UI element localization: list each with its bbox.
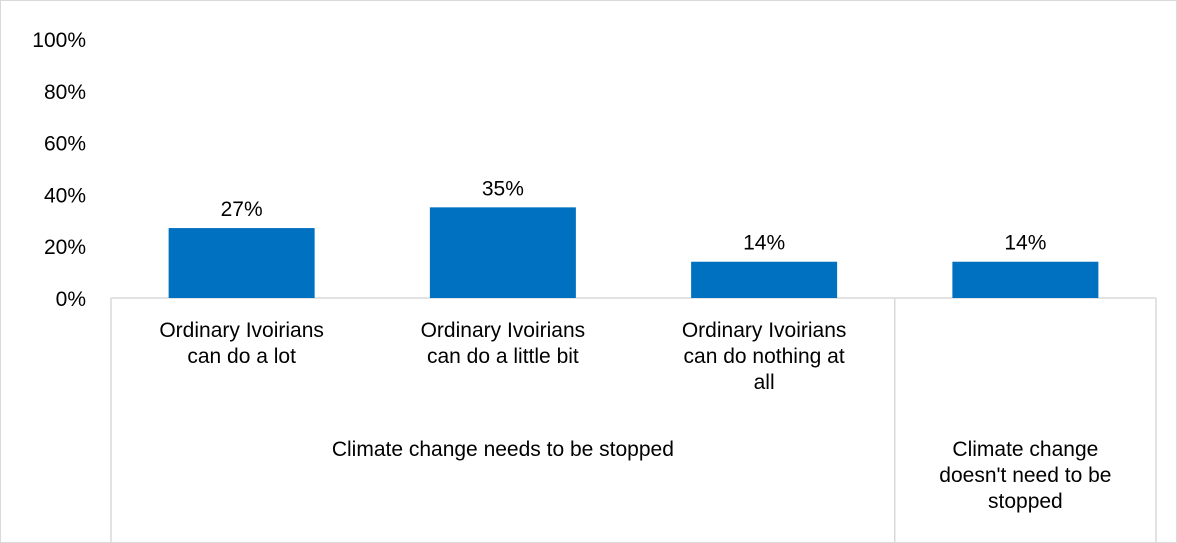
group-label: Climate change <box>952 438 1098 461</box>
y-tick-label: 0% <box>56 288 86 311</box>
group-label: Climate change needs to be stopped <box>332 438 674 461</box>
bar-4 <box>952 261 1099 298</box>
bar-1 <box>168 228 315 298</box>
y-tick-label: 80% <box>44 81 86 104</box>
category-label: Ordinary Ivoirians <box>421 319 586 342</box>
group-label: stopped <box>988 490 1063 513</box>
category-label: can do nothing at <box>684 345 845 368</box>
y-tick-label: 60% <box>44 133 86 156</box>
data-label-2: 35% <box>482 177 524 200</box>
data-label-1: 27% <box>221 198 263 221</box>
category-label: can do a lot <box>187 345 296 368</box>
data-label-3: 14% <box>743 232 785 255</box>
category-label: Ordinary Ivoirians <box>682 319 847 342</box>
category-label: can do a little bit <box>427 345 579 368</box>
y-tick-label: 40% <box>44 184 86 207</box>
y-tick-label: 100% <box>32 29 86 52</box>
y-tick-label: 20% <box>44 236 86 259</box>
group-label: doesn't need to be <box>939 464 1111 487</box>
category-label: all <box>754 371 775 394</box>
data-label-4: 14% <box>1004 232 1046 255</box>
bar-3 <box>691 261 838 298</box>
bar-2 <box>429 207 576 298</box>
category-label: Ordinary Ivoirians <box>159 319 324 342</box>
